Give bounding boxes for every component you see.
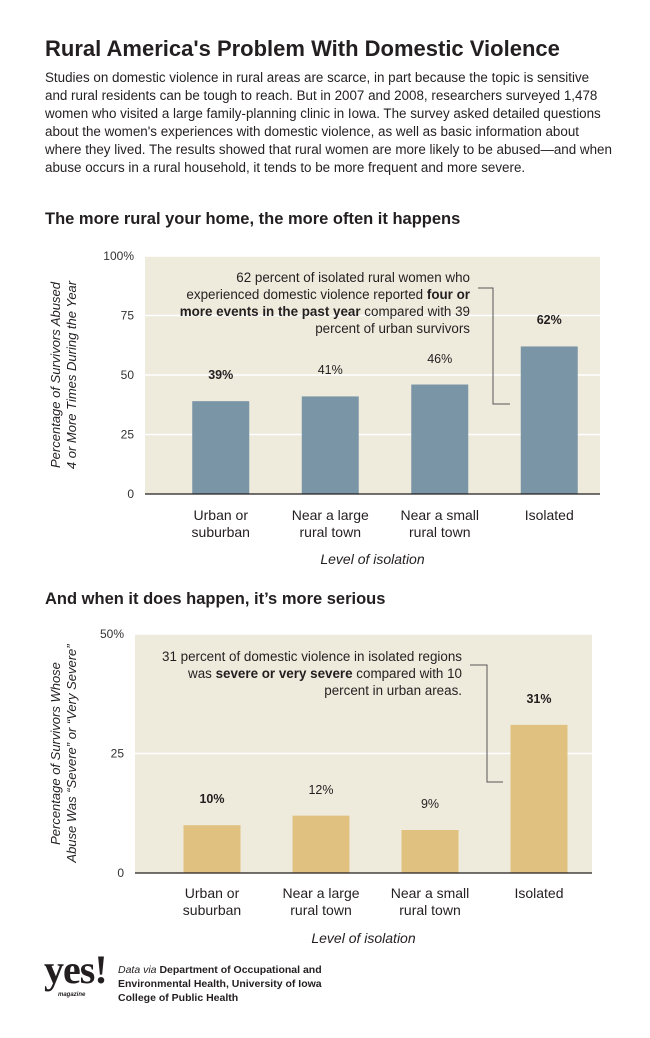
y-axis-label-line: Percentage of Survivors Whose [48, 662, 63, 845]
annotation-part: 62 percent of isolated rural women who e… [186, 270, 470, 302]
value-label: 12% [308, 782, 334, 797]
y-axis-label-line: Abuse Was “Severe” or “Very Severe” [64, 644, 79, 864]
annotation-part: compared with 39 percent of urban surviv… [315, 304, 470, 336]
y-axis-label: Percentage of Survivors Abused 4 or More … [48, 280, 79, 469]
bar [520, 346, 578, 494]
value-label: 62% [536, 313, 562, 328]
bar [301, 396, 359, 494]
bar [401, 829, 459, 873]
x-tick-label: Urban or suburban [191, 507, 250, 540]
annotation-bracket [470, 664, 503, 783]
source-prefix: Data via [118, 964, 157, 976]
chart-title: And when it does happen, it’s more serio… [45, 590, 386, 608]
x-tick-label: Urban or suburban [182, 885, 242, 918]
x-axis-label: Level of isolation [311, 930, 416, 946]
intro: Studies on domestic violence in rural ar… [45, 70, 612, 175]
annotation-part: severe or very severe [215, 666, 353, 681]
value-label: 9% [420, 796, 440, 811]
y-tick-label: 0 [127, 487, 134, 501]
logo: yes! [44, 947, 108, 992]
bar [292, 815, 350, 873]
logo-sub: magazine [58, 992, 86, 998]
annotation: 62 percent of isolated rural women who e… [170, 269, 470, 337]
x-axis-label: Level of isolation [320, 551, 425, 567]
y-tick-label: 0 [117, 866, 124, 880]
x-tick-label: Near a large rural town [291, 507, 369, 540]
value-label: 31% [526, 691, 552, 706]
bar [183, 825, 241, 873]
y-tick-label: 50 [121, 368, 135, 382]
y-tick-label: 25 [121, 428, 135, 442]
chart-title: The more rural your home, the more often… [45, 210, 461, 228]
bar [192, 401, 250, 494]
value-label: 46% [427, 351, 453, 366]
annotation-bracket [478, 287, 510, 405]
y-tick-label: 75 [121, 309, 135, 323]
y-tick-label: 25 [111, 747, 125, 761]
annotation-part: compared with 10 percent in urban areas. [324, 666, 462, 698]
value-label: 10% [199, 792, 225, 807]
y-tick-label: 50% [100, 627, 124, 641]
source: Data via Department of Occupational and … [118, 963, 338, 1005]
y-axis-label: Percentage of Survivors Whose Abuse Was “… [48, 644, 79, 864]
y-axis-label-line: Percentage of Survivors Abused [48, 281, 63, 468]
x-tick-label: Near a small rural town [390, 885, 470, 918]
x-tick-label: Isolated [524, 507, 574, 523]
y-tick-label: 100% [103, 249, 134, 263]
value-label: 41% [317, 363, 343, 378]
y-axis-label-line: 4 or More Times During the Year [64, 280, 79, 469]
x-tick-label: Near a small rural town [400, 507, 480, 540]
headline: Rural America's Problem With Domestic Vi… [45, 36, 560, 61]
annotation-part: 31 percent of domestic violence in isola… [162, 649, 462, 681]
bar [510, 724, 568, 873]
x-tick-label: Isolated [514, 885, 564, 901]
annotation: 31 percent of domestic violence in isola… [162, 648, 462, 699]
value-label: 39% [208, 368, 234, 383]
source-text: Department of Occupational and Environme… [118, 964, 322, 1004]
bar [411, 384, 469, 494]
x-tick-label: Near a large rural town [282, 885, 360, 918]
annotation-part: four or more events in the past year [179, 287, 470, 319]
